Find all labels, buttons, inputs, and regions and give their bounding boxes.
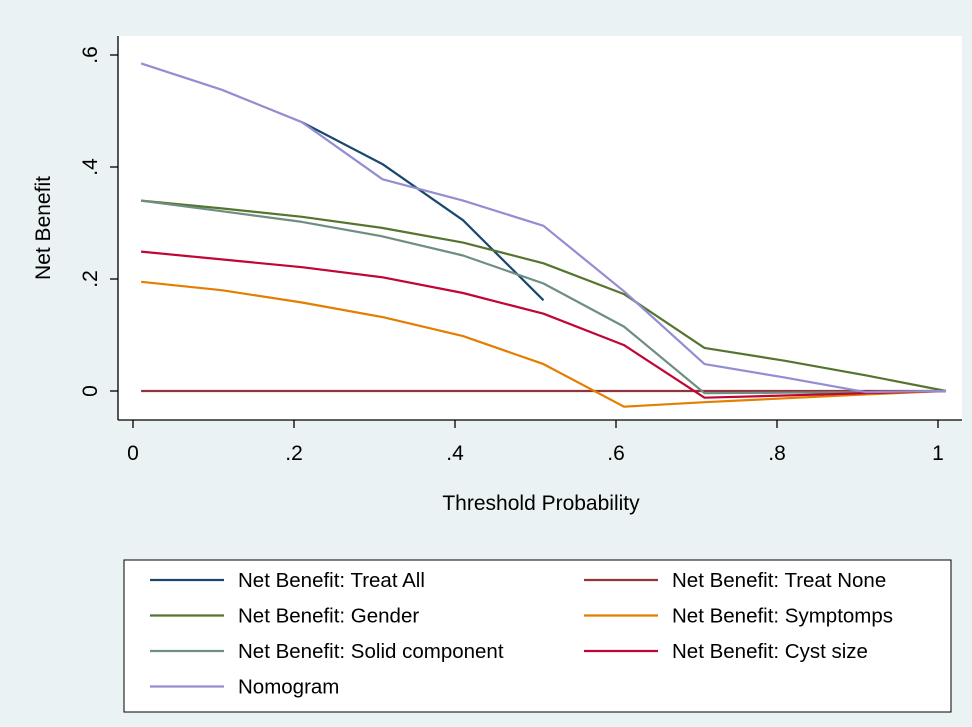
axes: 0 .2 .4 .6 .8 1 0 .2 .4 .6	[79, 36, 962, 465]
plot-area-background	[118, 36, 962, 420]
legend-label: Net Benefit: Symptomps	[672, 605, 893, 628]
series-line-2	[140, 199, 947, 393]
y-tick-label: .2	[79, 270, 102, 288]
plot-marks	[140, 62, 947, 408]
x-tick-label: 1	[932, 442, 944, 465]
y-tick-label: 0	[79, 385, 102, 397]
series-line-3	[140, 280, 947, 408]
legend-box	[123, 559, 952, 713]
x-tick-label: .2	[285, 442, 303, 465]
legend-label: Net Benefit: Treat None	[672, 569, 886, 592]
legend-label: Nomogram	[238, 676, 339, 699]
series-line-5	[140, 250, 947, 399]
x-axis-label: Threshold Probability	[442, 492, 640, 515]
legend-label: Net Benefit: Treat All	[238, 569, 425, 592]
y-tick-label: .6	[79, 46, 102, 64]
y-tick-label: .4	[79, 158, 102, 176]
x-tick-label: .8	[768, 442, 786, 465]
series-line-6	[140, 62, 947, 394]
legend-label: Net Benefit: Gender	[238, 605, 419, 628]
x-tick-label: 0	[127, 442, 139, 465]
legend-label: Net Benefit: Solid component	[238, 640, 504, 663]
series-line-0	[301, 121, 545, 302]
x-tick-label: .6	[607, 442, 625, 465]
x-tick-label: .4	[446, 442, 464, 465]
legend: Net Benefit: Treat All Net Benefit: Treat…	[150, 569, 893, 699]
y-axis-label: Net Benefit	[32, 176, 55, 280]
legend-label: Net Benefit: Cyst size	[672, 640, 868, 663]
series-line-4	[140, 199, 947, 395]
